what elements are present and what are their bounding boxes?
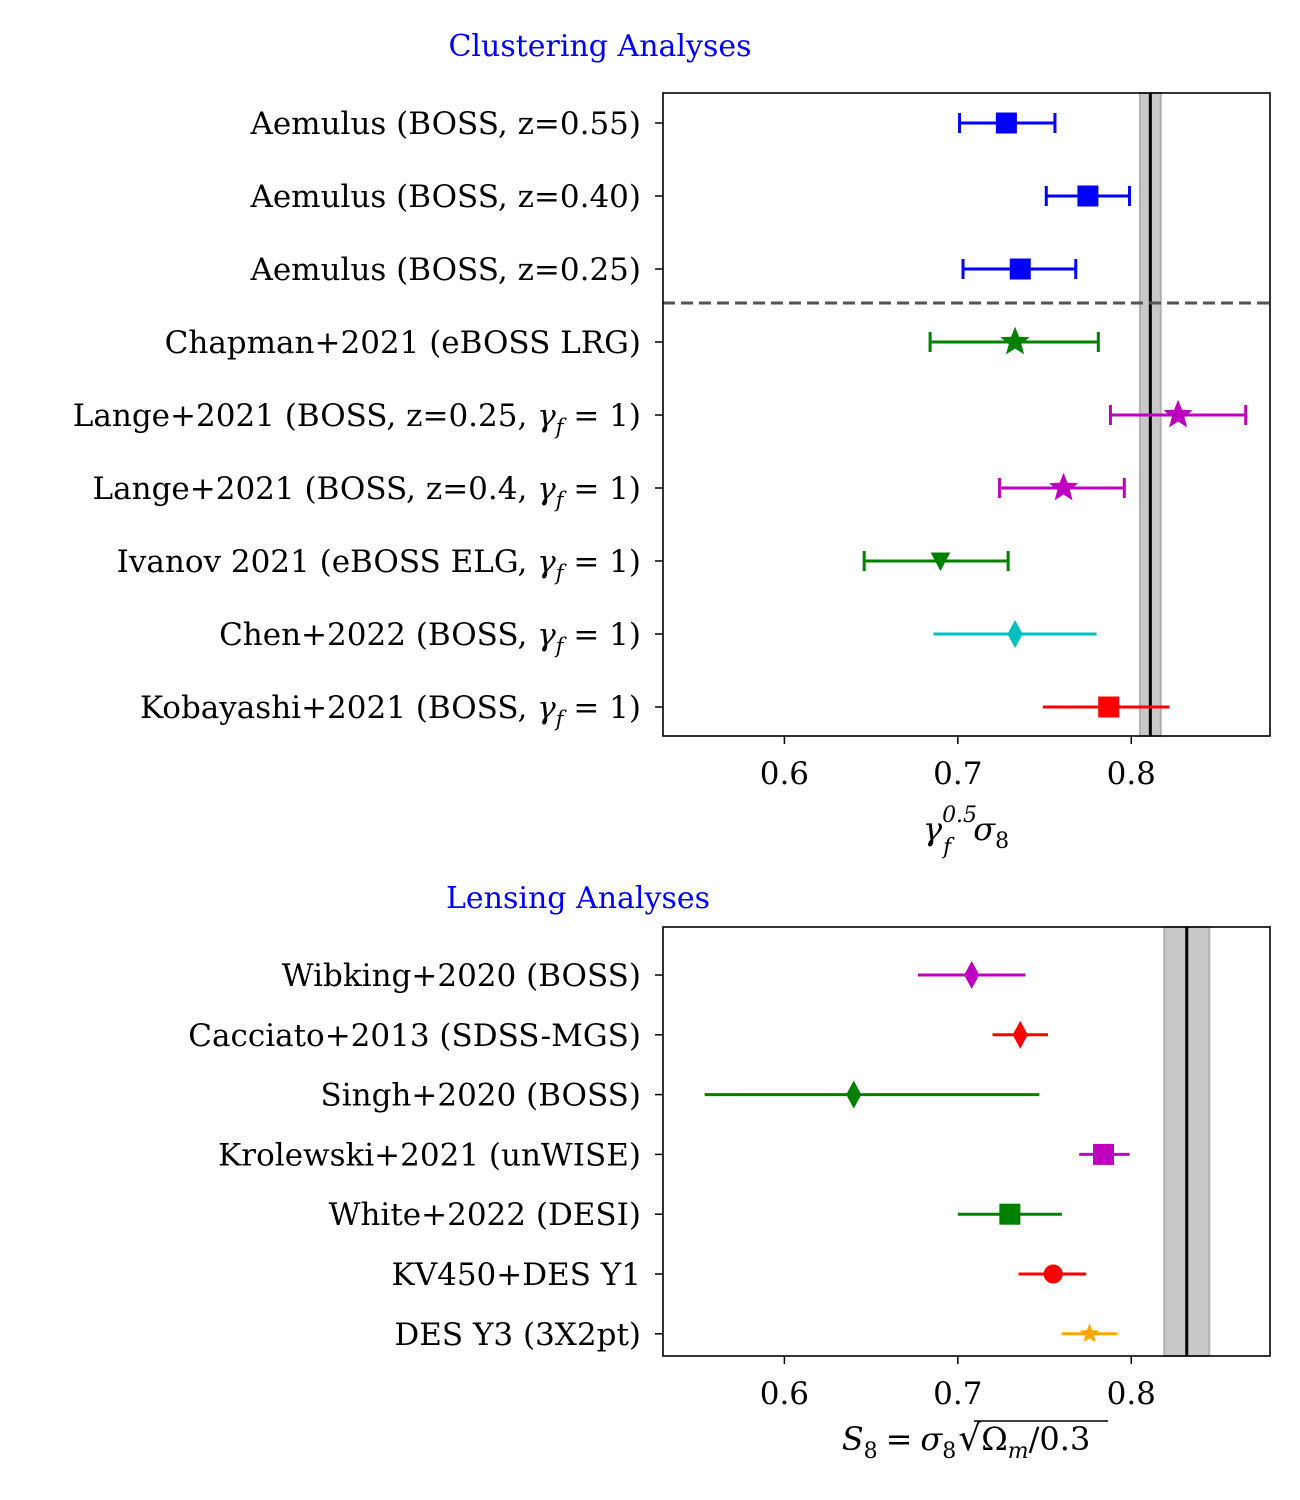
data-point: [995, 112, 1017, 134]
y-tick-label: Kobayashi+2021 (BOSS, γf = 1): [140, 690, 641, 731]
y-tick-label: DES Y3 (3X2pt): [394, 1317, 641, 1353]
y-tick-label: Lange+2021 (BOSS, z=0.25, γf = 1): [73, 398, 641, 439]
data-point: [846, 1080, 862, 1109]
y-tick-label: Chen+2022 (BOSS, γf = 1): [219, 617, 641, 658]
clustering-x-axis-label: γ0.5 f σ8: [923, 803, 1009, 860]
data-point: [999, 1203, 1021, 1225]
y-tick-label: Aemulus (BOSS, z=0.40): [249, 179, 641, 215]
y-tick-label: Wibking+2020 (BOSS): [282, 958, 641, 994]
y-tick-label: Lange+2021 (BOSS, z=0.4, γf = 1): [93, 471, 641, 512]
data-point: [1079, 1323, 1100, 1343]
lensing-y-labels: Wibking+2020 (BOSS) Cacciato+2013 (SDSS-M…: [188, 958, 663, 1353]
clustering-panel: Clustering Analyses 0.6 0.7 0.8 Aemulus (B…: [73, 29, 1271, 860]
x-tick-label: 0.6: [760, 1376, 809, 1412]
x-tick-label: 0.6: [760, 756, 809, 792]
x-tick-label: 0.7: [933, 756, 982, 792]
lensing-points: [704, 960, 1130, 1343]
clustering-y-labels: Aemulus (BOSS, z=0.55) Aemulus (BOSS, z=0…: [73, 106, 663, 731]
y-tick-label: KV450+DES Y1: [392, 1257, 641, 1293]
lensing-title: Lensing Analyses: [446, 881, 710, 916]
clustering-x-ticks: 0.6 0.7 0.8: [760, 736, 1156, 792]
y-tick-label: Singh+2020 (BOSS): [320, 1078, 641, 1114]
lensing-x-ticks: 0.6 0.7 0.8: [760, 1356, 1156, 1412]
data-point: [1007, 619, 1023, 649]
data-point: [1048, 472, 1079, 501]
clustering-title: Clustering Analyses: [448, 29, 751, 64]
x-tick-label: 0.7: [933, 1376, 982, 1412]
data-point: [1098, 696, 1120, 718]
data-point: [1012, 1020, 1028, 1049]
y-tick-label: Cacciato+2013 (SDSS-MGS): [188, 1018, 641, 1054]
data-point: [1009, 258, 1031, 280]
y-tick-label: Ivanov 2021 (eBOSS ELG, γf = 1): [117, 544, 641, 585]
clustering-points: [862, 112, 1248, 718]
data-point: [1093, 1143, 1115, 1165]
lensing-reference-band: [1163, 926, 1211, 1357]
lensing-axes-frame: [662, 926, 1271, 1357]
clustering-axes-frame: [662, 92, 1271, 737]
x-tick-label: 0.8: [1107, 1376, 1156, 1412]
lensing-panel: Lensing Analyses 0.6 0.7 0.8 Wibking+2020 …: [188, 881, 1271, 1464]
y-tick-label: Aemulus (BOSS, z=0.55): [249, 106, 641, 142]
y-tick-label: Chapman+2021 (eBOSS LRG): [165, 325, 641, 361]
data-point: [1163, 399, 1193, 428]
lensing-x-axis-label: S8 = σ8√Ωm/0.3: [842, 1418, 1091, 1464]
y-tick-label: White+2022 (DESI): [329, 1197, 641, 1233]
data-point: [964, 960, 980, 990]
y-tick-label: Aemulus (BOSS, z=0.25): [249, 252, 641, 288]
data-point: [1043, 1264, 1063, 1284]
data-point: [930, 552, 951, 572]
x-tick-label: 0.8: [1107, 756, 1156, 792]
data-point: [1077, 185, 1099, 207]
y-tick-label: Krolewski+2021 (unWISE): [218, 1137, 641, 1173]
data-point: [1000, 326, 1030, 355]
